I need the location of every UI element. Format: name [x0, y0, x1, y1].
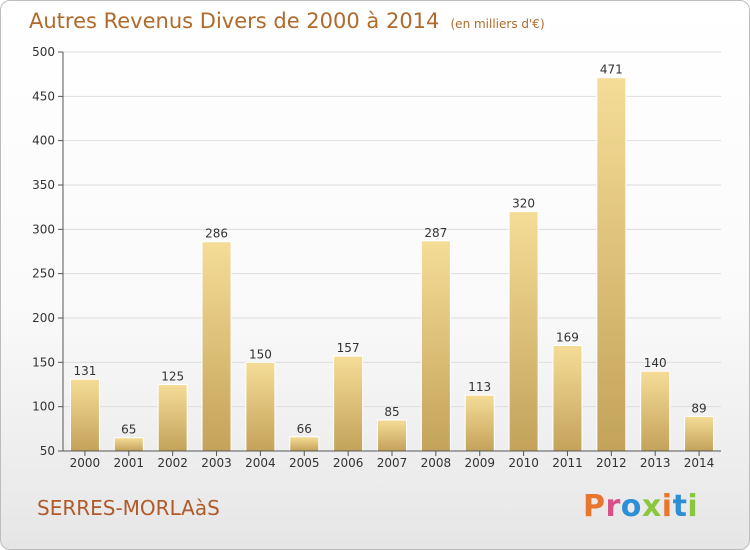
x-tick-label: 2007 [377, 456, 408, 470]
y-tick-label: 200 [32, 311, 55, 325]
data-label: 157 [337, 341, 360, 355]
x-tick-label: 2014 [684, 456, 715, 470]
logo-letter: i [661, 489, 673, 524]
logo-letter: P [583, 489, 606, 524]
proxiti-logo[interactable]: Proxiti [583, 489, 698, 524]
logo-letter: x [641, 489, 662, 524]
x-tick-label: 2013 [640, 456, 671, 470]
data-label: 287 [424, 226, 447, 240]
x-tick-label: 2008 [421, 456, 452, 470]
data-label: 286 [205, 227, 228, 241]
data-label: 65 [121, 423, 136, 437]
x-tick-label: 2011 [552, 456, 583, 470]
logo-letter: o [620, 489, 642, 524]
data-label: 85 [384, 405, 399, 419]
y-tick-label: 150 [32, 355, 55, 369]
data-label: 89 [691, 401, 706, 415]
x-tick-label: 2010 [508, 456, 539, 470]
logo-letter: i [687, 489, 699, 524]
bars: 131 65 125 286 150 66 157 85 287 113 320 169 471 140 8… [69, 63, 715, 452]
x-tick-label: 2004 [245, 456, 276, 470]
data-label: 66 [297, 422, 312, 436]
y-tick-label: 300 [32, 222, 55, 236]
title-row: Autres Revenus Divers de 2000 à 2014 (en… [29, 9, 545, 33]
x-tick-label: 2002 [157, 456, 188, 470]
data-label: 169 [556, 330, 579, 344]
bar[interactable] [333, 355, 364, 452]
location-label: SERRES-MORLAàS [37, 496, 220, 520]
logo-letter: t [672, 489, 688, 524]
chart-title: Autres Revenus Divers de 2000 à 2014 [29, 9, 440, 33]
axes: 50 100 150 200 250 300 350 400 450 500 2000 2001 200… [32, 45, 721, 470]
x-tick-label: 2012 [596, 456, 627, 470]
x-tick-label: 2009 [464, 456, 495, 470]
bar[interactable] [113, 437, 144, 452]
data-label: 131 [73, 364, 96, 378]
data-label: 150 [249, 347, 272, 361]
x-tick-label: 2001 [114, 456, 145, 470]
bar[interactable] [684, 415, 715, 452]
x-tick-label: 2003 [201, 456, 232, 470]
bar[interactable] [289, 436, 320, 452]
bar[interactable] [596, 77, 627, 452]
bar[interactable] [201, 241, 232, 452]
x-tick-label: 2006 [333, 456, 364, 470]
y-tick-label: 50 [40, 444, 55, 458]
y-tick-label: 250 [32, 267, 55, 281]
bar[interactable] [464, 394, 495, 452]
data-label: 471 [600, 63, 623, 77]
bar[interactable] [552, 344, 583, 452]
data-label: 320 [512, 197, 535, 211]
bar[interactable] [508, 211, 539, 452]
bar[interactable] [245, 361, 276, 452]
y-tick-label: 500 [32, 45, 55, 59]
bar[interactable] [420, 240, 451, 452]
chart-subtitle: (en milliers d'€) [450, 17, 545, 31]
logo-letter: r [605, 489, 621, 524]
bar[interactable] [69, 378, 100, 452]
bar[interactable] [377, 419, 407, 452]
x-tick-label: 2000 [70, 456, 101, 470]
data-label: 140 [644, 356, 667, 370]
bar[interactable] [640, 370, 671, 452]
y-tick-label: 400 [32, 134, 55, 148]
y-tick-label: 450 [32, 89, 55, 103]
data-label: 125 [161, 370, 184, 384]
y-tick-label: 350 [32, 178, 55, 192]
data-label: 113 [468, 380, 491, 394]
x-tick-label: 2005 [289, 456, 320, 470]
bar[interactable] [157, 384, 188, 452]
y-tick-label: 100 [32, 400, 55, 414]
